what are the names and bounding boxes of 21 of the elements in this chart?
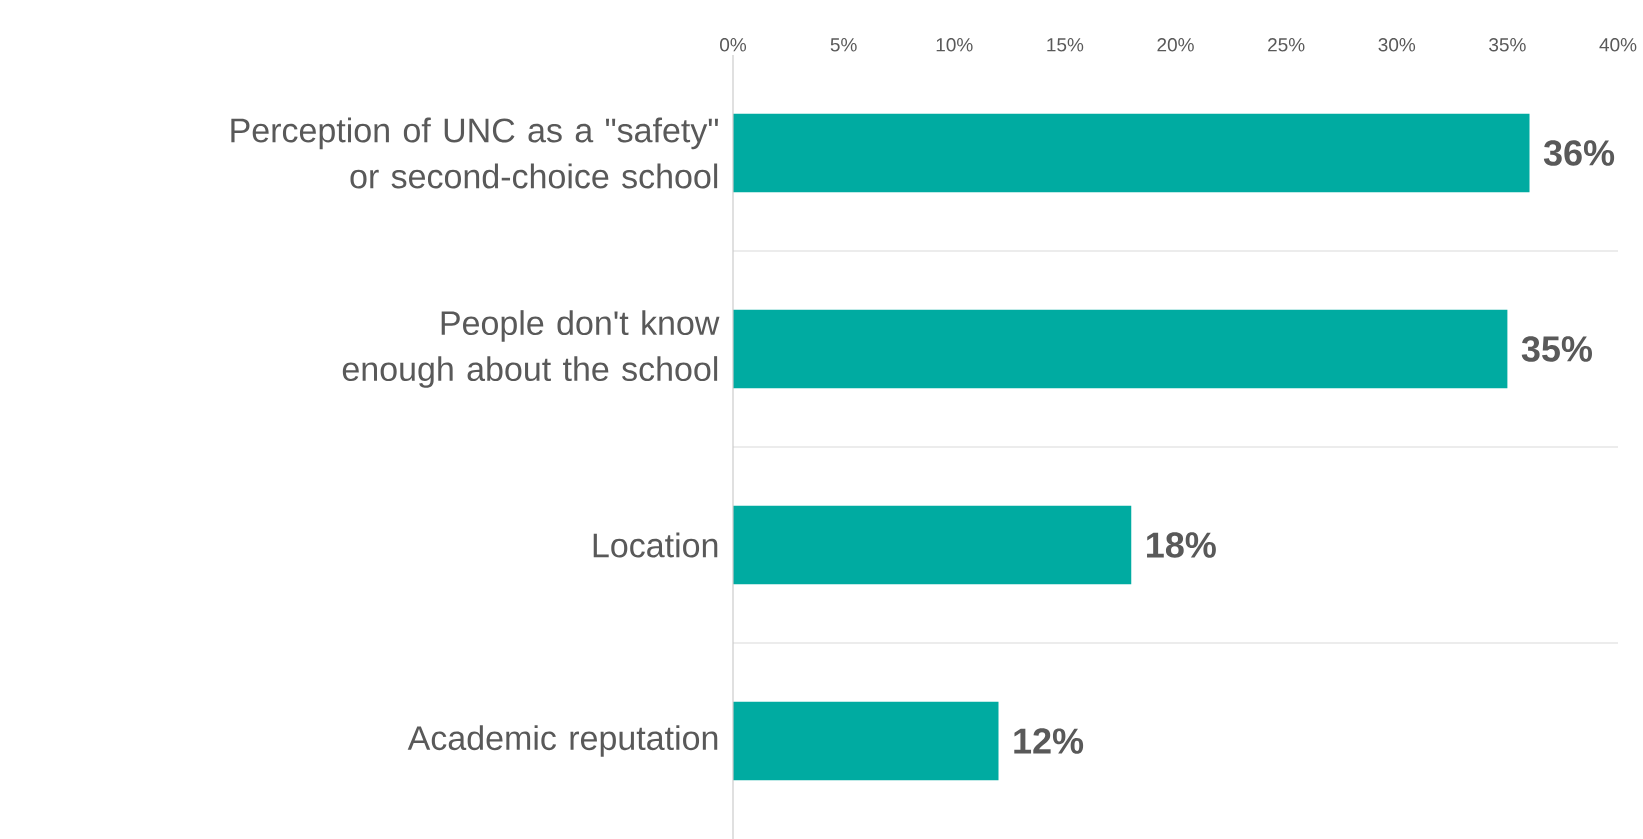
y-tick-label: Location: [593, 532, 718, 558]
x-tick-label: 30%: [1378, 38, 1416, 52]
bar: [733, 701, 999, 781]
data-label: 35%: [1521, 336, 1592, 362]
bar: [733, 505, 1132, 585]
bar: [733, 309, 1508, 389]
y-tick-label: Academic reputation: [407, 725, 718, 757]
x-tick-label: 20%: [1157, 38, 1194, 52]
y-tick-label: People don't know enough about the school: [342, 310, 720, 388]
x-tick-label: 40%: [1599, 38, 1637, 52]
x-tick-label: 5%: [830, 38, 857, 52]
x-tick-label: 0%: [720, 38, 747, 52]
x-tick-label: 10%: [936, 38, 973, 52]
bar: [733, 113, 1530, 193]
x-tick-label: 25%: [1268, 38, 1305, 52]
data-label: 18%: [1147, 532, 1216, 558]
data-label: 12%: [1014, 728, 1084, 754]
x-tick-label: 15%: [1047, 38, 1084, 52]
y-tick-label: Perception of UNC as a "safety" or second-choice school: [231, 117, 718, 189]
data-label: 36%: [1543, 140, 1615, 166]
x-tick-label: 35%: [1489, 38, 1526, 52]
